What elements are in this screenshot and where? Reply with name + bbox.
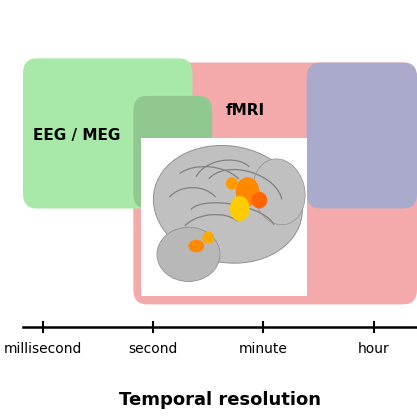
Ellipse shape [226,177,238,190]
Text: minute: minute [239,342,288,356]
Ellipse shape [230,196,249,221]
Ellipse shape [251,192,267,208]
Ellipse shape [236,177,259,206]
Ellipse shape [188,240,204,252]
FancyBboxPatch shape [133,63,417,304]
Text: second: second [128,342,178,356]
FancyBboxPatch shape [306,63,417,208]
FancyBboxPatch shape [141,138,306,296]
Text: EEG / MEG: EEG / MEG [33,128,120,143]
Text: millisecond: millisecond [3,342,82,356]
FancyBboxPatch shape [23,58,192,208]
Text: hour: hour [358,342,389,356]
Text: fMRI: fMRI [226,103,265,118]
Ellipse shape [153,146,302,263]
Ellipse shape [157,227,220,281]
Text: Temporal resolution: Temporal resolution [119,391,321,409]
Ellipse shape [253,159,305,225]
Ellipse shape [202,231,214,244]
FancyBboxPatch shape [133,96,212,208]
